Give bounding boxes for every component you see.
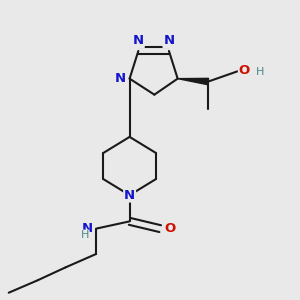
Text: N: N [164,34,175,47]
Text: N: N [124,189,135,202]
Text: H: H [256,67,265,77]
Text: O: O [239,64,250,77]
Text: N: N [133,34,144,47]
Text: N: N [115,72,126,85]
Text: H: H [81,230,89,240]
Text: O: O [164,222,175,235]
Text: N: N [82,222,93,235]
Polygon shape [178,78,208,85]
